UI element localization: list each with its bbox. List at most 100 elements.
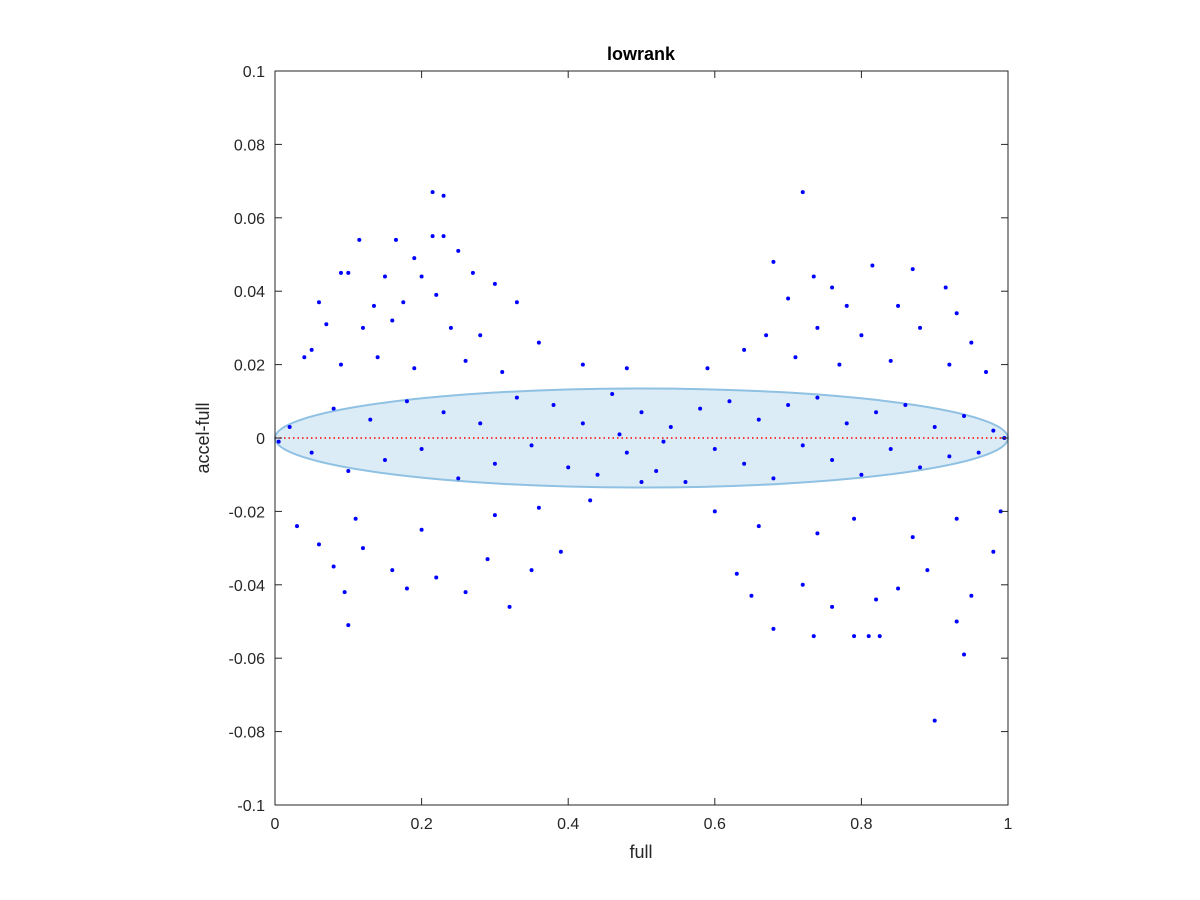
scatter-point <box>624 366 629 371</box>
scatter-point <box>441 234 446 239</box>
scatter-point <box>342 590 347 595</box>
x-tick-label: 1 <box>1004 816 1013 833</box>
scatter-point <box>316 300 321 305</box>
scatter-point <box>287 424 292 429</box>
scatter-point <box>943 285 948 290</box>
scatter-point <box>888 447 893 452</box>
scatter-point <box>617 432 622 437</box>
scatter-point <box>852 634 857 639</box>
scatter-point <box>309 347 314 352</box>
y-tick-label: 0.02 <box>234 358 265 375</box>
scatter-point <box>485 557 490 562</box>
scatter-point <box>830 604 835 609</box>
scatter-point <box>896 586 901 591</box>
scatter-point <box>624 450 629 455</box>
scatter-point <box>419 274 424 279</box>
scatter-point <box>910 535 915 540</box>
scatter-point <box>800 190 805 195</box>
scatter-point <box>800 443 805 448</box>
scatter-point <box>276 439 281 444</box>
scatter-point <box>874 597 879 602</box>
scatter-point <box>441 193 446 198</box>
scatter-point <box>727 399 732 404</box>
scatter-point <box>492 513 497 518</box>
y-tick-label: 0.08 <box>234 137 265 154</box>
scatter-point <box>984 369 989 374</box>
scatter-point <box>991 549 996 554</box>
scatter-point <box>991 428 996 433</box>
scatter-point <box>639 410 644 415</box>
y-tick-label: -0.1 <box>237 798 265 815</box>
scatter-point <box>771 259 776 264</box>
scatter-point <box>595 472 600 477</box>
scatter-point <box>925 568 930 573</box>
scatter-point <box>874 410 879 415</box>
scatter-point <box>844 421 849 426</box>
scatter-point <box>382 274 387 279</box>
scatter-point <box>976 450 981 455</box>
scatter-point <box>698 406 703 411</box>
scatter-point <box>866 634 871 639</box>
scatter-point <box>346 469 351 474</box>
scatter-point <box>742 347 747 352</box>
scatter-point <box>661 439 666 444</box>
scatter-point <box>969 340 974 345</box>
scatter-point <box>742 461 747 466</box>
scatter-point <box>852 516 857 521</box>
scatter-point <box>969 593 974 598</box>
scatter-point <box>800 582 805 587</box>
scatter-point <box>815 531 820 536</box>
scatter-point <box>954 311 959 316</box>
scatter-point <box>357 237 362 242</box>
scatter-point <box>456 248 461 253</box>
scatter-point <box>529 443 534 448</box>
scatter-point <box>764 333 769 338</box>
scatter-point <box>844 303 849 308</box>
scatter-point <box>368 417 373 422</box>
band-layer <box>274 387 1009 489</box>
scatter-point <box>588 498 593 503</box>
scatter-point <box>529 568 534 573</box>
y-tick-label: -0.06 <box>229 651 266 668</box>
scatter-point <box>393 237 398 242</box>
x-tick-label: 0 <box>271 816 280 833</box>
scatter-point <box>786 296 791 301</box>
scatter-point <box>434 575 439 580</box>
scatter-point <box>712 509 717 514</box>
scatter-point <box>390 568 395 573</box>
scatter-point <box>294 524 299 529</box>
scatter-point <box>749 593 754 598</box>
scatter-point <box>558 549 563 554</box>
scatter-point <box>463 358 468 363</box>
scatter-point <box>412 366 417 371</box>
y-tick-label: 0.1 <box>243 64 265 81</box>
scatter-point <box>859 472 864 477</box>
scatter-point <box>668 424 673 429</box>
scatter-point <box>910 267 915 272</box>
y-tick-label: 0.04 <box>234 284 265 301</box>
scatter-point <box>815 325 820 330</box>
x-axis-ticks: 0 0.2 0.4 0.6 0.8 1 <box>271 71 1013 833</box>
scatter-point <box>478 421 483 426</box>
scatter-point <box>346 623 351 628</box>
scatter-point <box>302 355 307 360</box>
y-tick-label: 0.06 <box>234 211 265 228</box>
scatter-point <box>793 355 798 360</box>
x-tick-label: 0.2 <box>410 816 432 833</box>
scatter-point <box>371 303 376 308</box>
scatter-point <box>580 362 585 367</box>
scatter-point <box>331 406 336 411</box>
scatter-point <box>610 391 615 396</box>
scatter-point <box>324 322 329 327</box>
chart-title: lowrank <box>607 44 676 64</box>
scatter-point <box>536 505 541 510</box>
scatter-point <box>419 447 424 452</box>
scatter-point <box>353 516 358 521</box>
scatter-point <box>771 476 776 481</box>
y-axis-label: accel-full <box>193 402 213 473</box>
scatter-point <box>338 270 343 275</box>
scatter-point <box>870 263 875 268</box>
scatter-point <box>918 325 923 330</box>
points-layer <box>276 190 1007 723</box>
scatter-point <box>877 634 882 639</box>
